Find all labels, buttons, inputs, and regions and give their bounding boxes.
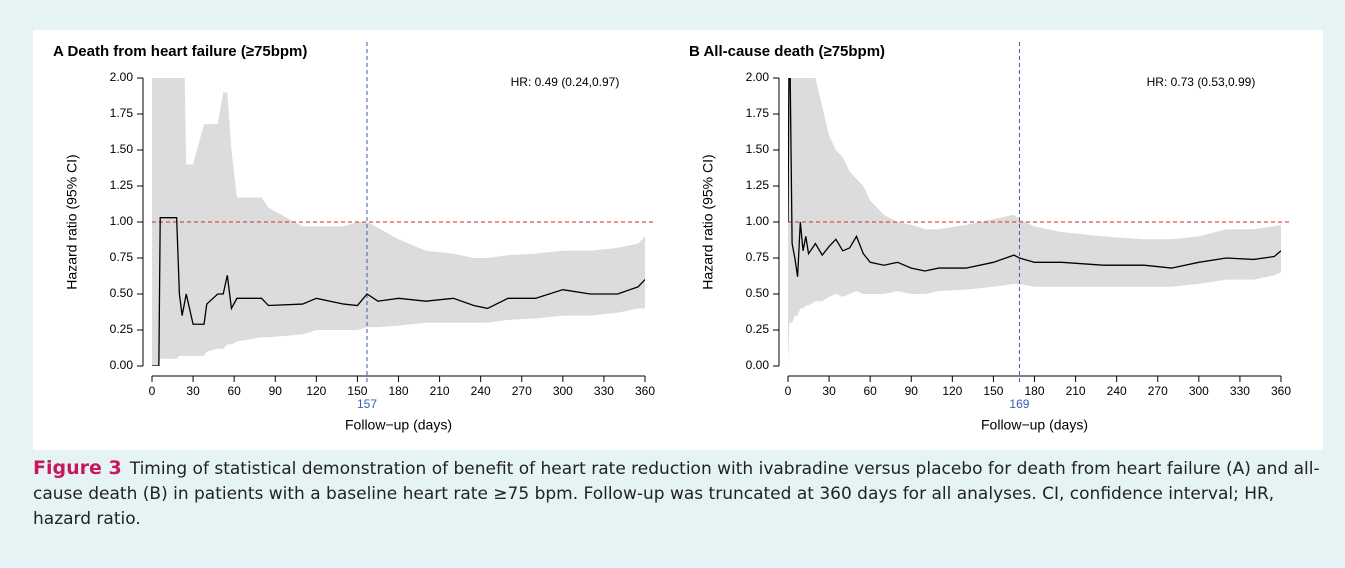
x-tick-label: 120 <box>306 384 326 398</box>
x-tick-label: 270 <box>1148 384 1168 398</box>
chart-title: A Death from heart failure (≥75bpm) <box>53 43 307 60</box>
ci-band <box>788 78 1281 366</box>
y-tick-label: 1.25 <box>746 178 770 192</box>
figure-caption: Figure 3 Timing of statistical demonstrat… <box>33 456 1323 532</box>
x-tick-label: 0 <box>149 384 156 398</box>
y-tick-label: 0.50 <box>746 286 770 300</box>
x-axis-label: Follow−up (days) <box>345 417 452 433</box>
y-tick-label: 2.00 <box>110 70 134 84</box>
y-tick-label: 1.00 <box>110 214 134 228</box>
x-tick-label: 210 <box>430 384 450 398</box>
hr-line <box>788 78 1281 277</box>
y-tick-label: 1.00 <box>746 214 770 228</box>
x-tick-label: 240 <box>471 384 491 398</box>
y-axis-label: Hazard ratio (95% CI) <box>700 154 716 289</box>
y-tick-label: 0.75 <box>746 250 770 264</box>
x-tick-label: 90 <box>269 384 283 398</box>
chart: A Death from heart failure (≥75bpm) HR: 0… <box>53 42 655 433</box>
x-tick-label: 270 <box>512 384 532 398</box>
x-tick-label: 0 <box>785 384 792 398</box>
y-tick-label: 2.00 <box>746 70 770 84</box>
x-tick-label: 330 <box>1230 384 1250 398</box>
chart-title: B All-cause death (≥75bpm) <box>689 43 885 60</box>
x-tick-label: 300 <box>1189 384 1209 398</box>
x-tick-label: 60 <box>863 384 877 398</box>
y-tick-label: 1.75 <box>746 106 770 120</box>
x-tick-label: 210 <box>1066 384 1086 398</box>
y-axis-label: Hazard ratio (95% CI) <box>64 154 80 289</box>
x-tick-label: 30 <box>822 384 836 398</box>
annotation: HR: 0.49 (0.24,0.97) <box>511 75 620 89</box>
x-tick-label: 90 <box>905 384 919 398</box>
x-tick-label: 150 <box>983 384 1003 398</box>
y-tick-label: 0.00 <box>110 358 134 372</box>
y-tick-label: 0.25 <box>110 322 134 336</box>
x-tick-label: 360 <box>635 384 655 398</box>
x-tick-label: 60 <box>227 384 241 398</box>
y-tick-label: 1.25 <box>110 178 134 192</box>
x-tick-label: 120 <box>942 384 962 398</box>
chart: B All-cause death (≥75bpm) HR: 0.73 (0.53… <box>689 42 1291 433</box>
x-axis-label: Follow−up (days) <box>981 417 1088 433</box>
y-tick-label: 1.50 <box>746 142 770 156</box>
annotation: HR: 0.73 (0.53,0.99) <box>1147 75 1256 89</box>
marker-label: 157 <box>357 397 377 411</box>
x-tick-label: 360 <box>1271 384 1291 398</box>
x-tick-label: 300 <box>553 384 573 398</box>
y-tick-label: 0.50 <box>110 286 134 300</box>
x-tick-label: 150 <box>347 384 367 398</box>
marker-label: 169 <box>1009 397 1029 411</box>
x-tick-label: 180 <box>1024 384 1044 398</box>
y-tick-label: 0.25 <box>746 322 770 336</box>
x-tick-label: 330 <box>594 384 614 398</box>
y-tick-label: 0.00 <box>746 358 770 372</box>
hr-line <box>152 217 645 366</box>
y-tick-label: 1.75 <box>110 106 134 120</box>
caption-text: Timing of statistical demonstration of b… <box>33 459 1320 529</box>
figure-panel: A Death from heart failure (≥75bpm) HR: 0… <box>33 30 1323 450</box>
caption-label: Figure 3 <box>33 457 122 479</box>
x-tick-label: 180 <box>388 384 408 398</box>
y-tick-label: 1.50 <box>110 142 134 156</box>
y-tick-label: 0.75 <box>110 250 134 264</box>
ci-band <box>152 78 645 366</box>
x-tick-label: 30 <box>186 384 200 398</box>
x-tick-label: 240 <box>1107 384 1127 398</box>
